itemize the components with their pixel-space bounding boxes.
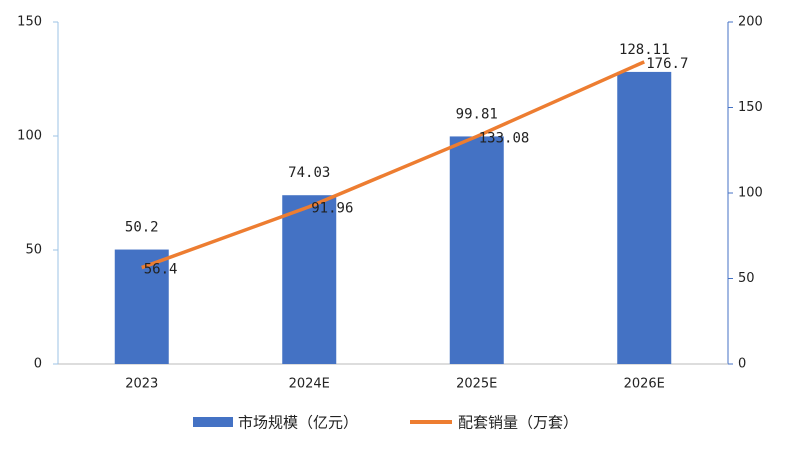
- y-tick-label: 0: [34, 357, 42, 372]
- bar: [114, 249, 169, 364]
- legend-label: 市场规模（亿元）: [238, 414, 358, 432]
- line-label: 56.4: [144, 262, 178, 278]
- y2-tick-label: 0: [738, 357, 746, 372]
- bar-label: 99.81: [456, 106, 498, 122]
- bar: [617, 71, 672, 364]
- bar: [449, 136, 504, 364]
- y2-tick-label: 100: [738, 186, 763, 201]
- x-tick-label: 2026E: [624, 377, 665, 392]
- x-tick-label: 2024E: [289, 377, 330, 392]
- y2-tick-label: 150: [738, 100, 763, 115]
- line: [141, 60, 645, 270]
- y2-tick-label: 50: [738, 271, 755, 286]
- line-label: 133.08: [479, 130, 530, 146]
- legend-swatch: [193, 417, 233, 427]
- y-tick-label: 50: [25, 243, 42, 258]
- x-tick-label: 2023: [125, 377, 158, 392]
- y-tick-label: 150: [17, 15, 42, 30]
- y-tick-label: 100: [17, 129, 42, 144]
- bar-label: 74.03: [288, 165, 330, 181]
- line-label: 176.7: [646, 56, 688, 72]
- legend-label: 配套销量（万套）: [458, 414, 578, 432]
- bar-label: 50.2: [125, 220, 159, 236]
- line-label: 91.96: [311, 201, 353, 217]
- bar: [282, 195, 337, 364]
- bar-label: 128.11: [619, 42, 670, 58]
- x-tick-label: 2025E: [456, 377, 497, 392]
- y2-tick-label: 200: [738, 15, 763, 30]
